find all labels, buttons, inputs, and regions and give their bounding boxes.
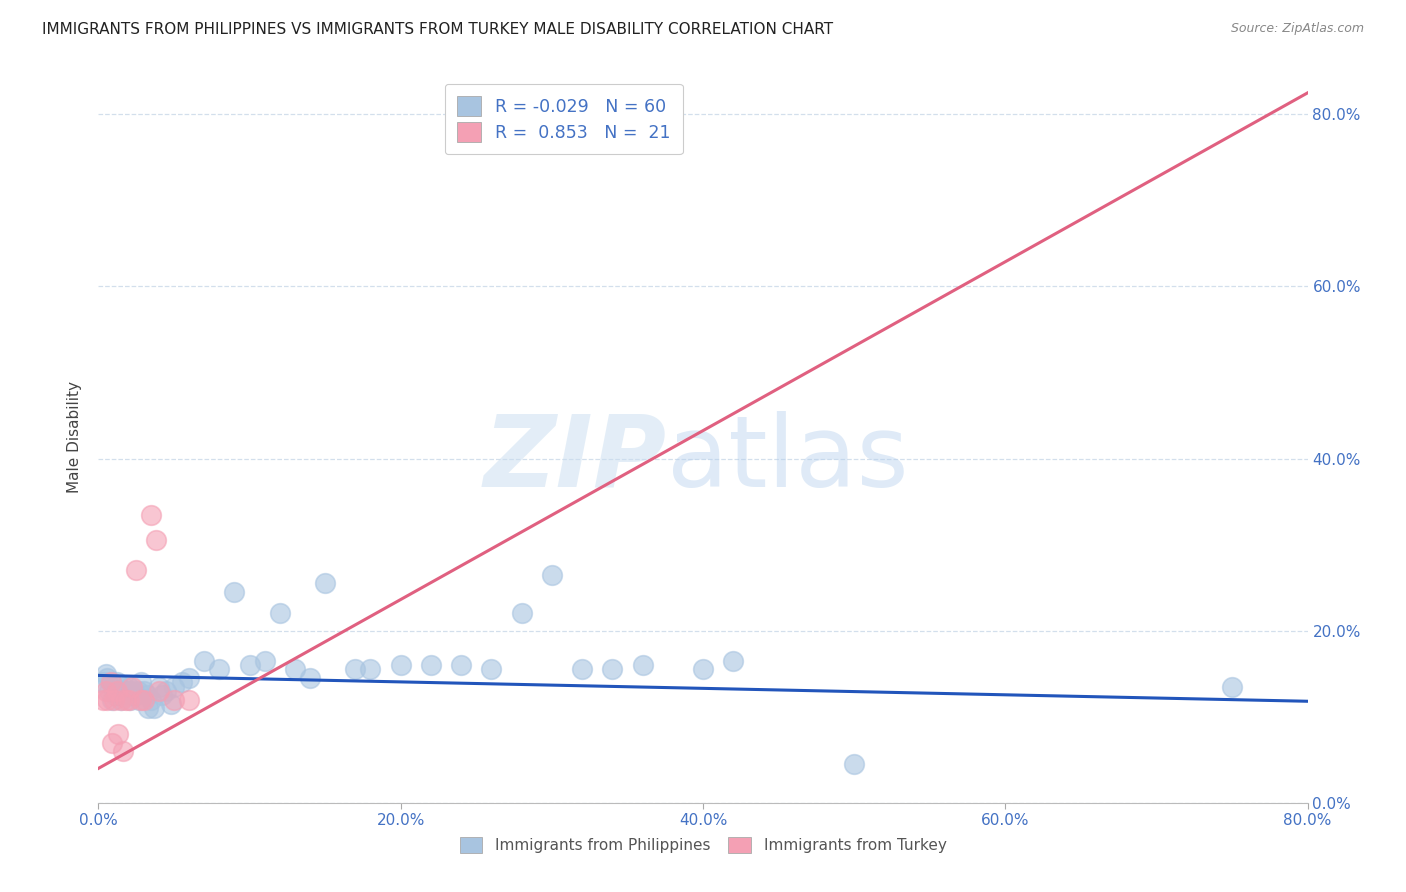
Point [136, 701, 159, 715]
Point [141, 508, 163, 522]
Point [1220, 680, 1243, 694]
Point [284, 662, 307, 676]
Point [121, 684, 143, 698]
Point [224, 585, 246, 599]
Point [239, 658, 262, 673]
Point [360, 662, 382, 676]
Point [101, 692, 124, 706]
Point [135, 688, 157, 702]
Point [314, 576, 336, 591]
Point [540, 567, 562, 582]
Point [114, 688, 136, 702]
Point [132, 684, 155, 698]
Legend: Immigrants from Philippines, Immigrants from Turkey: Immigrants from Philippines, Immigrants … [451, 829, 955, 861]
Point [100, 675, 122, 690]
Point [148, 680, 170, 694]
Point [450, 658, 472, 673]
Point [98, 684, 121, 698]
Point [170, 675, 193, 690]
Point [107, 688, 129, 702]
Point [389, 658, 412, 673]
Point [94, 666, 117, 681]
Point [105, 675, 128, 690]
Point [111, 684, 134, 698]
Point [125, 564, 148, 578]
Point [101, 735, 124, 749]
Point [91, 675, 114, 690]
Point [91, 692, 114, 706]
Point [127, 684, 149, 698]
Point [94, 684, 117, 698]
Text: Source: ZipAtlas.com: Source: ZipAtlas.com [1230, 22, 1364, 36]
Point [844, 757, 866, 772]
Point [481, 662, 503, 676]
Point [208, 662, 231, 676]
Point [112, 680, 135, 694]
Y-axis label: Male Disability: Male Disability [67, 381, 83, 493]
Point [125, 688, 148, 702]
Point [571, 662, 593, 676]
Point [155, 684, 177, 698]
Point [269, 607, 291, 621]
Text: IMMIGRANTS FROM PHILIPPINES VS IMMIGRANTS FROM TURKEY MALE DISABILITY CORRELATIO: IMMIGRANTS FROM PHILIPPINES VS IMMIGRANT… [42, 22, 834, 37]
Point [108, 684, 131, 698]
Point [104, 688, 127, 702]
Point [420, 658, 443, 673]
Point [163, 680, 186, 694]
Point [96, 671, 118, 685]
Point [122, 688, 145, 702]
Point [253, 654, 276, 668]
Point [179, 671, 201, 685]
Point [118, 692, 141, 706]
Point [107, 727, 129, 741]
Text: atlas: atlas [666, 410, 908, 508]
Point [120, 692, 142, 706]
Text: ZIP: ZIP [484, 410, 666, 508]
Point [150, 688, 173, 702]
Point [631, 658, 654, 673]
Point [193, 654, 215, 668]
Point [128, 692, 150, 706]
Point [129, 675, 152, 690]
Point [179, 692, 201, 706]
Point [121, 680, 143, 694]
Point [110, 692, 132, 706]
Point [148, 684, 170, 698]
Point [145, 533, 167, 548]
Point [344, 662, 367, 676]
Point [129, 692, 152, 706]
Point [692, 662, 714, 676]
Point [110, 692, 132, 706]
Point [602, 662, 624, 676]
Point [111, 744, 134, 758]
Point [105, 684, 128, 698]
Point [510, 607, 533, 621]
Point [115, 684, 138, 698]
Point [143, 701, 166, 715]
Point [141, 692, 163, 706]
Point [132, 692, 155, 706]
Point [114, 692, 136, 706]
Point [96, 692, 118, 706]
Point [118, 680, 141, 694]
Point [299, 671, 322, 685]
Point [100, 675, 122, 690]
Point [163, 692, 186, 706]
Point [160, 697, 183, 711]
Point [103, 692, 125, 706]
Point [723, 654, 745, 668]
Point [103, 684, 125, 698]
